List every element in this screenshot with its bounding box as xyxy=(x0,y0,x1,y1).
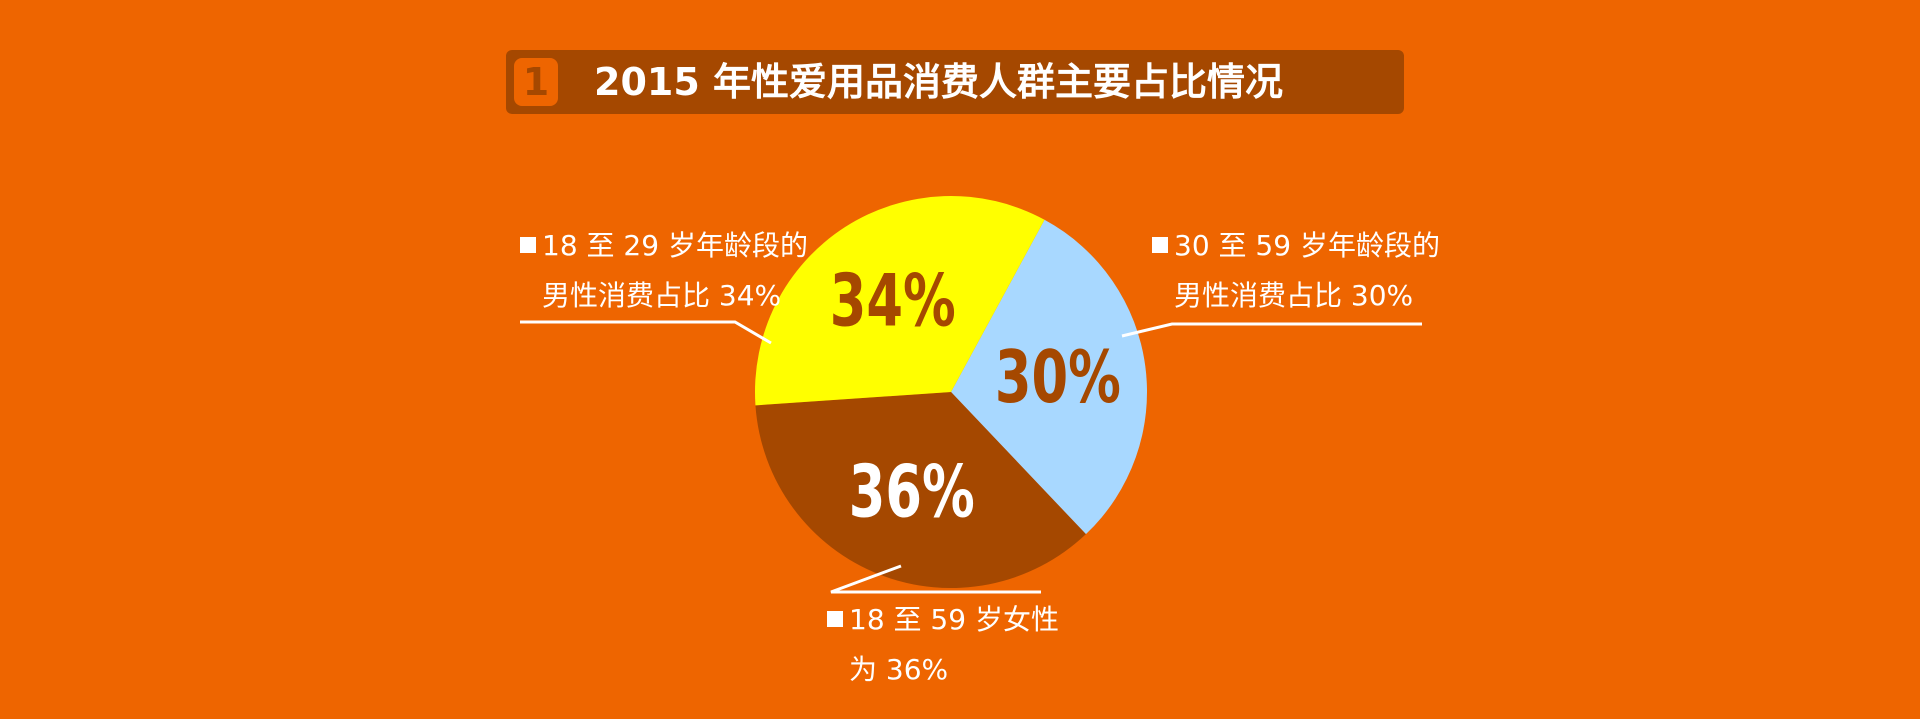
pie-label-s36: 36% xyxy=(849,449,975,533)
leader-line-right xyxy=(1121,322,1422,338)
bullet-square-icon xyxy=(520,237,536,253)
pie-slices xyxy=(754,195,1147,589)
pie-slice-s36 xyxy=(755,392,1086,589)
pie-slice-s34 xyxy=(754,195,1045,406)
leader-line-bottom xyxy=(830,564,1041,594)
pie-labels: 30%36% 34% xyxy=(830,258,1121,533)
leader-line-left xyxy=(520,320,772,345)
bullet-square-icon xyxy=(1152,237,1168,253)
callout-right-line1: 30 至 59 岁年龄段的 xyxy=(1174,229,1440,262)
title-bar: 1 2015 年性爱用品消费人群主要占比情况 xyxy=(506,50,1404,114)
callout-bottom-line2: 为 36% xyxy=(849,653,949,686)
callout-bottom-line1: 18 至 59 岁女性 xyxy=(849,603,1059,636)
pie-label-s30: 30% xyxy=(995,335,1121,419)
title-number-badge: 1 xyxy=(514,58,558,106)
pie-label-s34: 34% xyxy=(830,258,956,342)
page-title: 2015 年性爱用品消费人群主要占比情况 xyxy=(594,60,1283,104)
callout-right-line2: 男性消费占比 30% xyxy=(1174,279,1414,312)
callout-left-line1: 18 至 29 岁年龄段的 xyxy=(542,229,808,262)
pie-slice-s30 xyxy=(951,219,1147,535)
callout-left-line2: 男性消费占比 34% xyxy=(542,279,782,312)
bullet-square-icon xyxy=(827,611,843,627)
callout-right: 30 至 59 岁年龄段的 男性消费占比 30% xyxy=(1152,221,1440,321)
callout-left: 18 至 29 岁年龄段的 男性消费占比 34% xyxy=(520,221,808,321)
callout-bottom: 18 至 59 岁女性 为 36% xyxy=(827,595,1059,695)
